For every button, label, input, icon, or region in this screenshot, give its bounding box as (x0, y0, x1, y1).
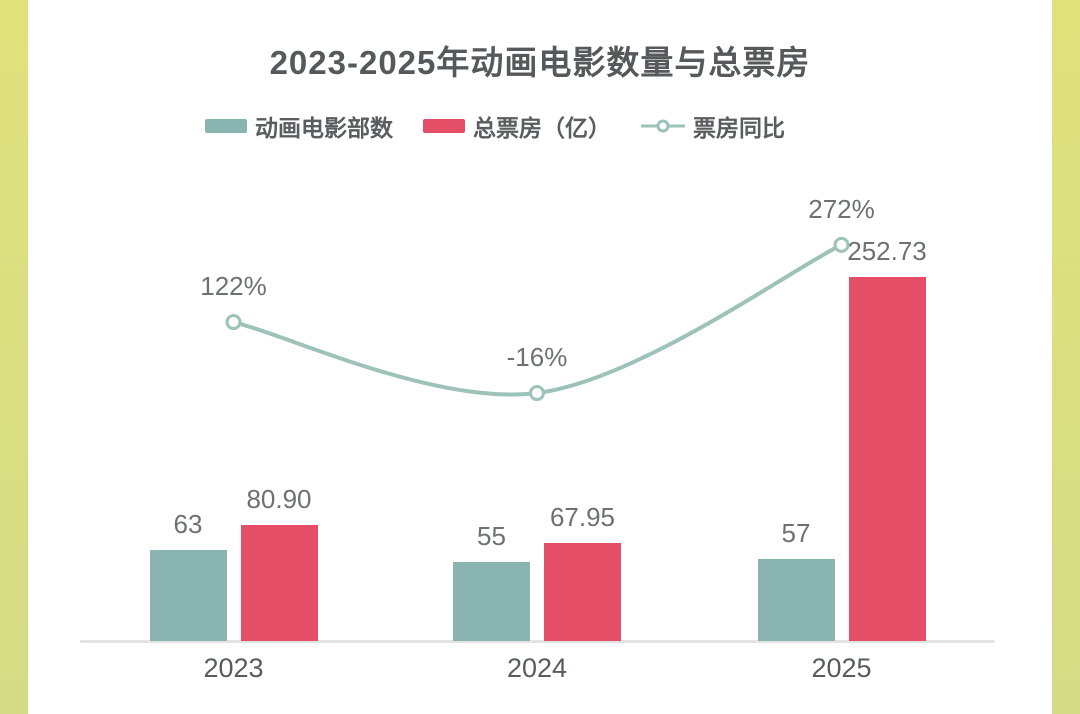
yoy-value-label: -16% (506, 342, 568, 373)
bar-value-label: 55 (477, 520, 506, 551)
bar-value-label: 67.95 (549, 502, 616, 533)
bar-swatch-icon (205, 119, 247, 133)
yoy-line-chart (225, 236, 850, 402)
yoy-point-marker-2025 (833, 236, 850, 253)
legend-item-yoy: 票房同比 (641, 109, 785, 143)
legend-item-box-office: 总票房（亿） (423, 109, 611, 143)
x-axis-tick-label: 2024 (506, 653, 568, 683)
yoy-value-label: 272% (808, 193, 875, 224)
x-axis-tick-label: 2023 (203, 653, 264, 683)
bar-value-label: 57 (781, 517, 811, 548)
legend-item-film-count: 动画电影部数 (205, 109, 393, 143)
bar-value-label: 80.90 (246, 483, 312, 514)
yoy-point-marker-2023 (225, 314, 242, 331)
legend-label: 总票房（亿） (473, 115, 611, 141)
bar-box-office-2025 (848, 277, 926, 641)
x-axis-line (80, 640, 995, 643)
bar-box-office-2023 (240, 524, 318, 641)
bar-value-label: 252.73 (847, 236, 927, 267)
line-marker-icon (641, 119, 685, 133)
chart-title: 2023-2025年动画电影数量与总票房 (269, 44, 811, 81)
bar-value-label: 63 (173, 509, 203, 540)
bar-film-count-2023 (149, 550, 227, 641)
bar-film-count-2024 (453, 561, 530, 641)
plot-area: 63 80.90 2023 55 67.95 2024 57 252.73 2025 122% -1… (28, 0, 1052, 714)
legend-label: 票房同比 (693, 115, 785, 141)
yoy-value-label: 122% (200, 271, 267, 302)
bar-film-count-2025 (757, 558, 835, 641)
legend: 动画电影部数 总票房（亿） 票房同比 (205, 109, 785, 143)
legend-label: 动画电影部数 (255, 115, 393, 141)
chart-card: 2023-2025年动画电影数量与总票房 动画电影部数 总票房（亿） 票房同比 … (28, 0, 1052, 714)
x-axis-tick-label: 2025 (811, 653, 872, 683)
bar-box-office-2024 (544, 543, 621, 641)
yoy-line (233, 243, 843, 397)
bar-swatch-icon (423, 119, 465, 133)
yoy-point-marker-2024 (529, 385, 545, 402)
